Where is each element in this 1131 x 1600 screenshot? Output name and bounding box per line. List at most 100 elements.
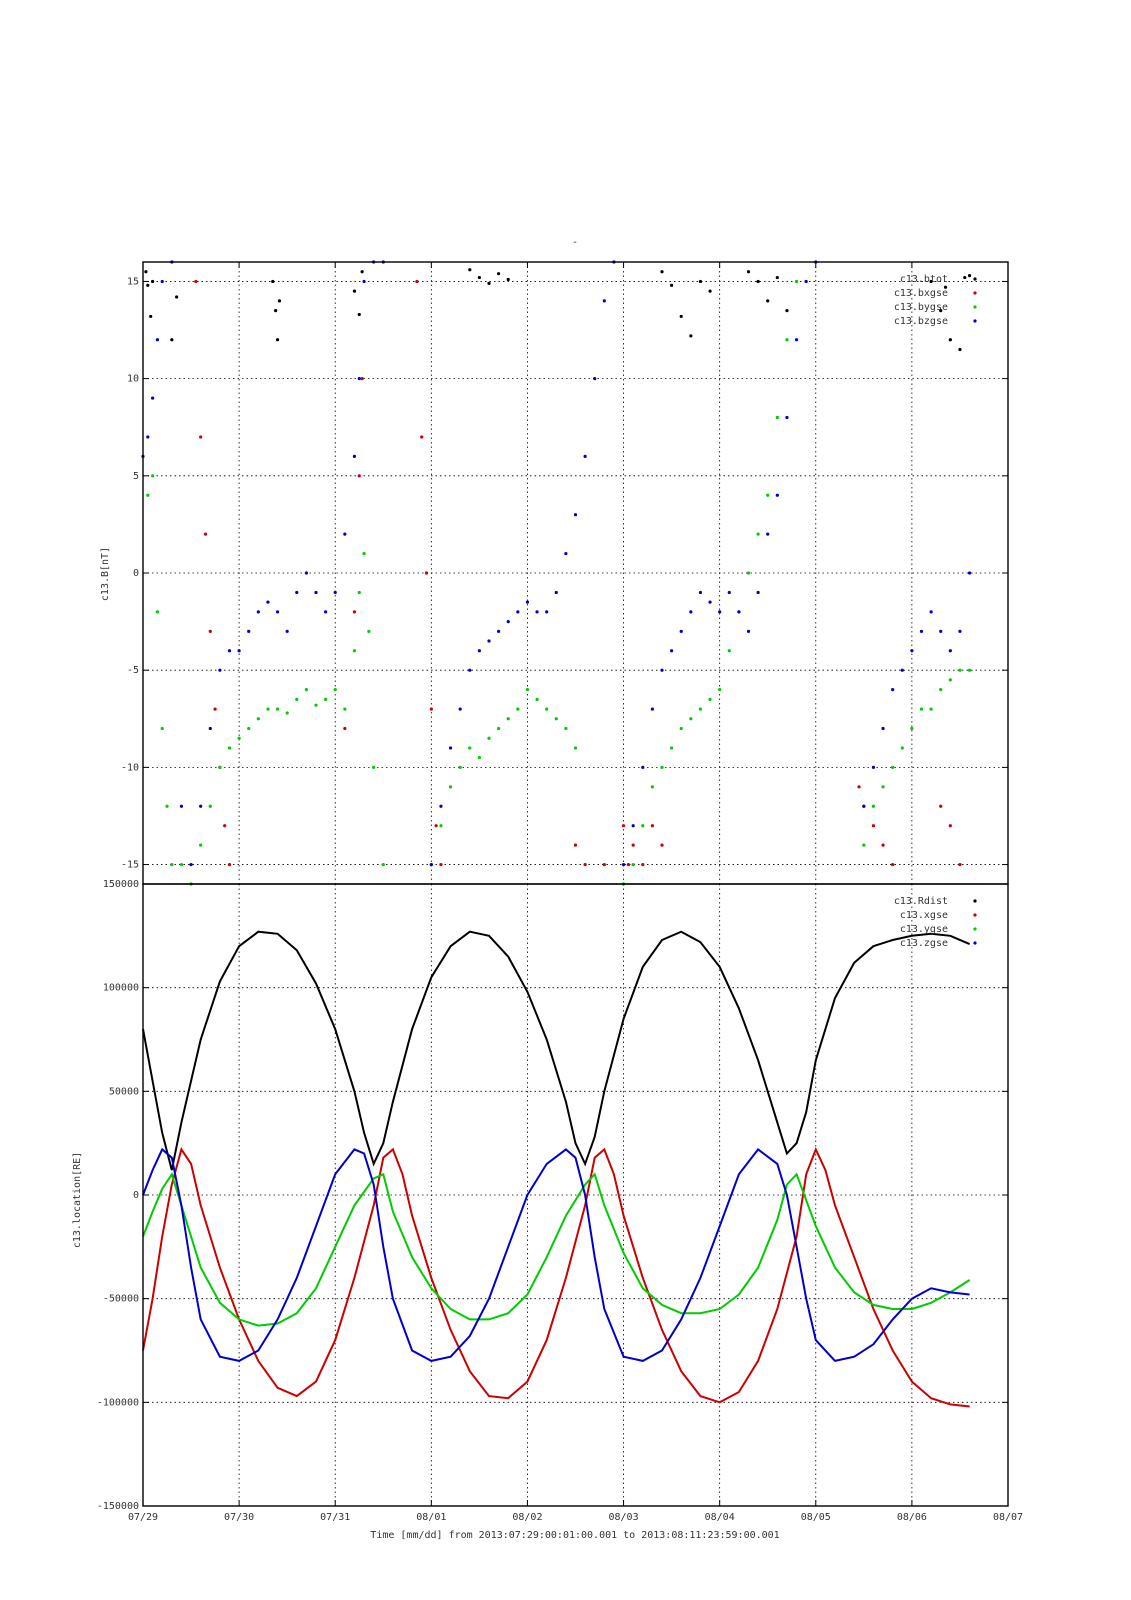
data-point — [862, 804, 866, 808]
data-point — [199, 843, 203, 847]
data-point — [357, 474, 361, 478]
data-point — [660, 765, 664, 769]
data-point — [862, 843, 866, 847]
data-point — [275, 707, 280, 711]
panel-bottom-y-ticks: -150000 -100000 -50000 0 50000 100000 150000 — [97, 879, 1008, 1512]
data-point — [275, 610, 280, 614]
data-point — [756, 279, 760, 284]
panel-bottom-frame — [142, 883, 1009, 1507]
data-point — [304, 688, 308, 692]
y-tick-label: -15 — [121, 860, 139, 871]
data-point — [900, 746, 904, 750]
y-tick-label: -5 — [127, 665, 139, 676]
data-point — [497, 726, 501, 731]
panel-top-y-ticks: -15 -10 -5 0 5 10 15 — [121, 276, 1008, 871]
panel-top-series — [141, 260, 972, 886]
panel-top-ylabel: c13.B[nT] — [100, 547, 111, 601]
data-point — [266, 600, 270, 604]
data-point — [324, 610, 328, 614]
data-point — [621, 824, 626, 828]
data-point — [381, 862, 385, 867]
data-point — [708, 600, 712, 604]
series-line — [142, 1147, 970, 1362]
data-point — [218, 668, 222, 672]
data-point — [650, 824, 654, 828]
data-point — [516, 610, 520, 614]
data-point — [746, 270, 751, 274]
data-point — [958, 668, 962, 672]
series-line — [142, 1171, 971, 1327]
data-point — [602, 299, 606, 303]
data-point — [727, 649, 731, 653]
data-point — [967, 571, 972, 575]
data-point — [208, 629, 212, 633]
legend-marker — [973, 913, 977, 917]
data-point — [458, 765, 462, 769]
x-tick-label: 08/01 — [416, 1512, 446, 1523]
data-point — [881, 726, 885, 731]
data-point — [179, 804, 184, 808]
data-point — [160, 279, 164, 284]
data-point — [963, 275, 967, 280]
data-point — [439, 862, 443, 867]
data-point — [857, 785, 861, 789]
panel-bottom-legend: c13.Rdist c13.xgse c13.ygse c13.zgse — [894, 896, 977, 949]
y-tick-label: 15 — [127, 276, 139, 287]
data-point — [631, 824, 635, 828]
legend-label: c13.xgse — [900, 910, 948, 921]
data-point — [343, 707, 347, 711]
legend-label: c13.zgse — [900, 938, 948, 949]
data-point — [650, 707, 654, 711]
x-tick-label: 08/02 — [512, 1512, 542, 1523]
data-point — [737, 610, 741, 614]
data-point — [199, 435, 203, 439]
data-point — [420, 435, 424, 439]
data-point — [506, 619, 510, 624]
y-tick-label: -100000 — [97, 1397, 139, 1408]
data-point — [900, 668, 904, 672]
data-point — [170, 338, 174, 342]
data-point — [362, 279, 366, 284]
y-tick-label: -50000 — [103, 1294, 139, 1305]
data-point — [564, 726, 568, 731]
data-point — [525, 688, 530, 692]
data-point — [554, 590, 558, 595]
data-point — [679, 726, 683, 731]
data-point — [948, 824, 952, 828]
data-point — [785, 308, 789, 313]
legend-label: c13.bzgse — [894, 316, 948, 327]
data-point — [804, 279, 808, 284]
data-point — [448, 785, 453, 789]
data-point — [746, 629, 751, 633]
data-point — [871, 765, 876, 769]
data-point — [775, 275, 779, 280]
data-point — [439, 804, 443, 808]
data-point — [670, 283, 674, 287]
data-point — [919, 707, 924, 711]
data-point — [415, 279, 419, 284]
data-point — [756, 532, 760, 536]
data-point — [256, 717, 260, 721]
data-point — [295, 590, 299, 595]
data-point — [756, 590, 760, 595]
data-point — [170, 862, 174, 867]
data-point — [275, 338, 280, 342]
data-point — [237, 649, 241, 653]
x-tick-label: 07/29 — [128, 1512, 158, 1523]
data-point — [155, 610, 160, 614]
panel-top-legend: c13.btot c13.bxgse c13.bygse c13.bzgse — [894, 274, 977, 327]
data-point — [149, 314, 153, 319]
y-tick-label: 50000 — [109, 1086, 139, 1097]
data-point — [525, 600, 530, 604]
data-point — [304, 571, 308, 575]
panel-bottom: -150000 -100000 -50000 0 50000 100000 150000 c… — [72, 879, 1009, 1512]
panel-bottom-grid — [143, 884, 1008, 1506]
data-point — [477, 756, 481, 760]
data-point — [602, 862, 606, 867]
data-point — [641, 862, 645, 867]
data-point — [468, 668, 472, 672]
data-point — [708, 289, 712, 293]
data-point — [256, 610, 260, 614]
data-point — [626, 862, 630, 867]
data-point — [929, 707, 933, 711]
